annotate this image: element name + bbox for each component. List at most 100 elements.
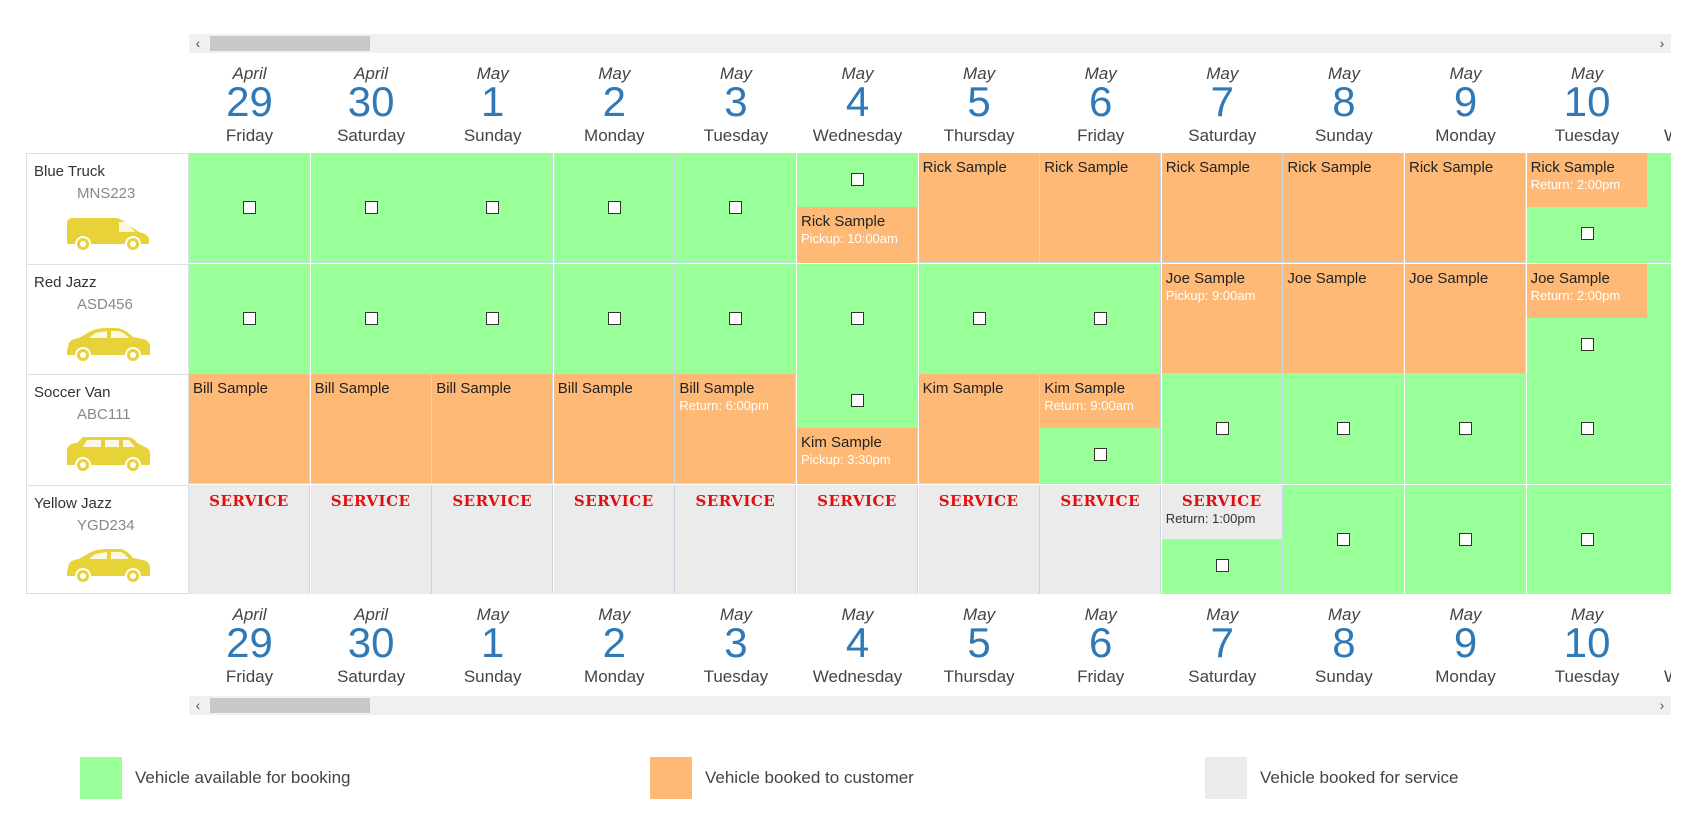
booking-cell[interactable]: Joe Sample bbox=[1283, 263, 1405, 374]
booking-cell: SERVICE bbox=[918, 484, 1040, 594]
book-checkbox[interactable] bbox=[729, 201, 743, 214]
booking-time: Return: 6:00pm bbox=[679, 398, 769, 413]
book-checkbox[interactable] bbox=[607, 311, 621, 325]
available-slot[interactable] bbox=[1040, 428, 1161, 484]
return-slot[interactable]: Rick Sample Return: 2:00pm bbox=[1526, 153, 1647, 207]
date-month: May bbox=[841, 605, 874, 624]
booking-cell[interactable]: Kim Sample bbox=[918, 374, 1040, 484]
book-checkbox[interactable] bbox=[1094, 448, 1108, 461]
booking-cell[interactable] bbox=[1648, 374, 1671, 484]
book-checkbox[interactable] bbox=[486, 201, 500, 214]
booking-cell[interactable]: Joe Sample bbox=[1405, 263, 1526, 374]
legend-label: Vehicle booked for service bbox=[1260, 768, 1459, 787]
booking-cell[interactable] bbox=[553, 153, 675, 263]
booking-cell[interactable]: Bill Sample bbox=[189, 374, 310, 484]
booking-cell[interactable] bbox=[675, 263, 797, 374]
book-checkbox[interactable] bbox=[1580, 532, 1594, 546]
date-month: May bbox=[963, 64, 996, 83]
book-checkbox[interactable] bbox=[729, 311, 743, 325]
booking-cell[interactable]: Rick Sample bbox=[1405, 153, 1526, 263]
book-checkbox[interactable] bbox=[1337, 532, 1351, 546]
book-checkbox[interactable] bbox=[1459, 422, 1472, 435]
available-slot[interactable] bbox=[1526, 317, 1647, 373]
booking-cell[interactable] bbox=[1648, 153, 1671, 263]
book-checkbox[interactable] bbox=[486, 311, 500, 325]
available-slot[interactable] bbox=[797, 374, 917, 428]
booking-cell[interactable] bbox=[1648, 484, 1671, 594]
booking-cell[interactable] bbox=[1405, 374, 1526, 484]
book-checkbox[interactable] bbox=[1215, 558, 1229, 572]
book-checkbox[interactable] bbox=[364, 201, 378, 214]
book-checkbox[interactable] bbox=[1580, 227, 1594, 240]
scroll-right-arrow-icon[interactable]: › bbox=[1659, 697, 1665, 713]
book-checkbox[interactable] bbox=[1580, 422, 1594, 435]
booking-cell[interactable]: Bill Sample Return: 6:00pm bbox=[675, 374, 797, 484]
booking-cell[interactable] bbox=[553, 263, 675, 374]
book-checkbox[interactable] bbox=[1094, 311, 1108, 325]
booking-cell[interactable] bbox=[189, 263, 310, 374]
book-checkbox[interactable] bbox=[1459, 532, 1472, 546]
booking-cell[interactable]: Rick Sample bbox=[1161, 153, 1283, 263]
date-weekday: Friday bbox=[225, 667, 274, 686]
date-day-number: 1 bbox=[481, 78, 505, 125]
pickup-slot[interactable]: Rick Sample Pickup: 10:00am bbox=[797, 207, 917, 263]
booking-cell[interactable] bbox=[1161, 374, 1283, 484]
booking-cell[interactable]: Rick Sample bbox=[918, 153, 1040, 263]
booking-cell[interactable] bbox=[310, 263, 432, 374]
top-scrollbar[interactable]: ‹ › bbox=[189, 34, 1671, 53]
book-checkbox[interactable] bbox=[851, 394, 864, 407]
booking-cell[interactable] bbox=[1648, 263, 1671, 374]
booking-cell[interactable] bbox=[797, 263, 918, 374]
booking-cell[interactable] bbox=[432, 263, 554, 374]
booking-cell[interactable]: Joe Sample Pickup: 9:00am bbox=[1161, 263, 1283, 374]
book-checkbox[interactable] bbox=[1337, 422, 1351, 435]
booking-cell[interactable] bbox=[310, 153, 432, 263]
booking-cell[interactable]: Bill Sample bbox=[553, 374, 675, 484]
book-checkbox[interactable] bbox=[851, 311, 864, 325]
date-weekday: Wednesday bbox=[812, 126, 903, 145]
service-label: SERVICE bbox=[1060, 491, 1141, 510]
booking-cell[interactable] bbox=[918, 263, 1040, 374]
service-label: SERVICE bbox=[817, 491, 897, 510]
scroll-thumb[interactable] bbox=[210, 36, 370, 51]
service-label: SERVICE bbox=[573, 491, 654, 510]
booking-customer: Rick Sample bbox=[1044, 159, 1129, 176]
book-checkbox[interactable] bbox=[1215, 422, 1229, 435]
booking-cell[interactable] bbox=[189, 153, 310, 263]
pickup-slot[interactable]: Kim Sample Pickup: 3:30pm bbox=[797, 428, 917, 484]
booking-cell[interactable] bbox=[1405, 484, 1526, 594]
booking-cell[interactable]: Bill Sample bbox=[310, 374, 432, 484]
booking-cell[interactable] bbox=[1283, 374, 1405, 484]
scroll-thumb[interactable] bbox=[210, 698, 370, 713]
book-checkbox[interactable] bbox=[851, 173, 864, 186]
book-checkbox[interactable] bbox=[243, 311, 256, 325]
booking-cell[interactable]: Rick Sample bbox=[1283, 153, 1405, 263]
date-weekday: Saturday bbox=[1188, 126, 1257, 145]
booking-cell[interactable] bbox=[432, 153, 554, 263]
scroll-left-arrow-icon[interactable]: ‹ bbox=[195, 697, 201, 713]
scroll-left-arrow-icon[interactable]: ‹ bbox=[195, 35, 201, 51]
book-checkbox[interactable] bbox=[243, 201, 256, 214]
available-slot[interactable] bbox=[1161, 538, 1282, 594]
booking-cell[interactable] bbox=[675, 153, 797, 263]
booking-cell[interactable]: Rick Sample bbox=[1040, 153, 1162, 263]
book-checkbox[interactable] bbox=[1580, 337, 1594, 351]
date-header-cell: May 7 Saturday bbox=[1162, 603, 1283, 691]
scroll-right-arrow-icon[interactable]: › bbox=[1659, 35, 1665, 51]
book-checkbox[interactable] bbox=[972, 311, 986, 325]
bottom-scrollbar[interactable]: ‹ › bbox=[189, 696, 1671, 715]
date-month: May bbox=[1449, 605, 1482, 624]
booking-cell[interactable] bbox=[1040, 263, 1162, 374]
return-slot[interactable]: Joe Sample Return: 2:00pm bbox=[1526, 263, 1647, 318]
return-slot[interactable]: Kim Sample Return: 9:00am bbox=[1040, 374, 1161, 428]
available-slot[interactable] bbox=[1526, 207, 1647, 263]
available-slot[interactable] bbox=[797, 153, 917, 207]
hatchback-icon bbox=[63, 542, 153, 584]
booking-cell[interactable]: Bill Sample bbox=[432, 374, 554, 484]
book-checkbox[interactable] bbox=[607, 201, 621, 214]
book-checkbox[interactable] bbox=[364, 311, 378, 325]
booking-cell[interactable] bbox=[1283, 484, 1405, 594]
date-month: May bbox=[1206, 605, 1239, 624]
booking-cell[interactable] bbox=[1526, 484, 1648, 594]
booking-cell[interactable] bbox=[1526, 374, 1648, 484]
